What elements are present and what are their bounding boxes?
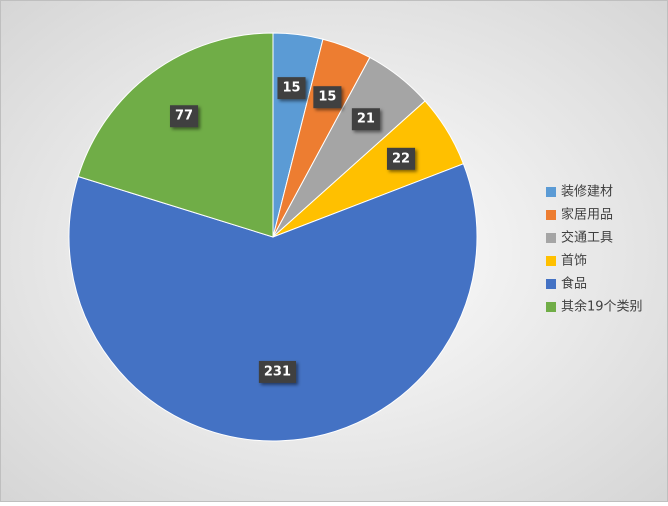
data-label: 21 xyxy=(357,112,375,127)
data-label-group: 231 xyxy=(258,360,297,383)
data-label-box xyxy=(169,105,199,128)
legend-label: 家居用品 xyxy=(561,207,613,223)
pie-slice xyxy=(77,32,274,238)
data-label-box xyxy=(386,147,416,170)
legend-swatch xyxy=(546,279,556,289)
legend-swatch xyxy=(546,210,556,220)
legend-label: 食品 xyxy=(561,276,587,292)
data-label: 231 xyxy=(264,364,291,379)
data-label: 77 xyxy=(175,109,193,124)
legend-label: 装修建材 xyxy=(561,185,613,200)
data-label-box xyxy=(277,77,306,100)
data-label: 15 xyxy=(318,90,336,105)
pie-slice xyxy=(68,163,478,442)
data-label-box xyxy=(351,108,380,131)
legend-swatch xyxy=(546,187,556,197)
data-label-group: 21 xyxy=(351,108,380,131)
data-label-group: 77 xyxy=(169,105,199,128)
data-label-group: 22 xyxy=(386,147,416,170)
data-label-box xyxy=(258,360,297,383)
legend-swatch xyxy=(546,302,556,312)
data-label-box xyxy=(313,86,342,109)
legend-label: 交通工具 xyxy=(561,230,613,246)
data-label-group: 15 xyxy=(277,77,306,100)
data-label: 15 xyxy=(282,81,300,96)
legend-label: 其余19个类别 xyxy=(561,299,643,315)
data-label-group: 15 xyxy=(313,86,342,109)
legend-swatch xyxy=(546,256,556,266)
legend-swatch xyxy=(546,233,556,243)
data-label: 22 xyxy=(392,151,410,166)
pie xyxy=(68,32,478,442)
legend-label: 首饰 xyxy=(561,254,587,269)
data-labels: 15 15 21 22 231 77 xyxy=(169,77,416,383)
